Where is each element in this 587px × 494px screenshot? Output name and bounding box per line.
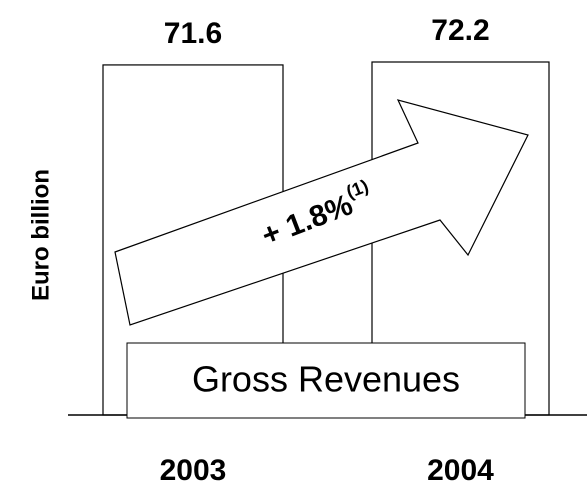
value-label: 71.6	[164, 17, 222, 50]
x-tick-label: 2004	[427, 454, 494, 487]
growth-arrow	[114, 99, 529, 326]
x-tick-label: 2003	[160, 454, 227, 487]
chart-label: Gross Revenues	[192, 359, 460, 400]
value-label: 72.2	[431, 14, 489, 47]
label-box	[126, 342, 526, 419]
y-axis-label: Euro billion	[27, 169, 54, 301]
